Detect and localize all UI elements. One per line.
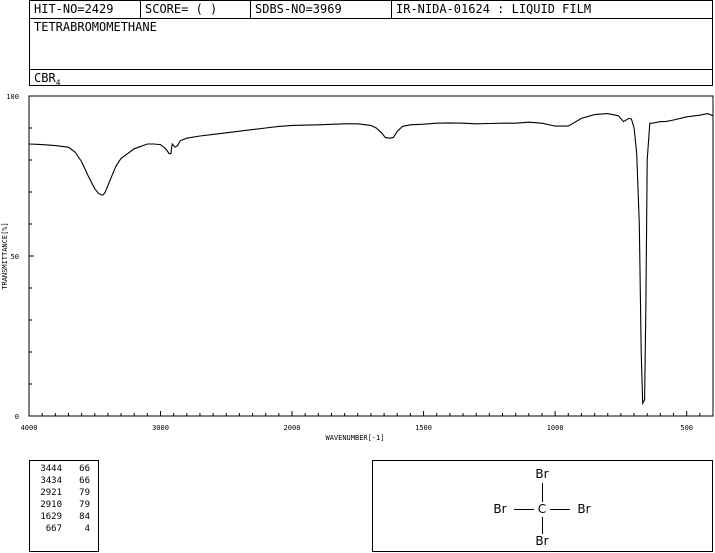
peak-table-row: 667 4 [30, 523, 92, 535]
peak-transmittance: 79 [79, 500, 90, 510]
peak-wavenumber: 667 [45, 524, 62, 534]
bond-left [514, 509, 534, 510]
peak-wavenumber: 1629 [40, 512, 62, 522]
peak-table-row: 2910 79 [30, 499, 92, 511]
x-tick-label: 4000 [21, 424, 38, 432]
peak-wavenumber: 2921 [40, 488, 62, 498]
compound-name: TETRABROMOMETHANE [34, 20, 157, 34]
atom-bromine-top: Br [535, 467, 549, 481]
y-tick-label: 0 [15, 413, 19, 421]
x-tick-label: 1500 [415, 424, 432, 432]
atom-bromine-left: Br [493, 502, 507, 516]
peak-wavenumber: 3444 [40, 464, 62, 474]
peak-table-row: 3444 66 [30, 463, 92, 475]
header-divider [250, 1, 251, 18]
molecular-formula: CBR4 [34, 71, 61, 90]
hit-number: HIT-NO=2429 [34, 2, 114, 16]
formula-subscript: 4 [55, 78, 61, 88]
peak-transmittance: 84 [79, 512, 90, 522]
peak-table: 3444 66 3434 66 2921 79 2910 79 1629 84 667 4 [29, 460, 99, 552]
peak-transmittance: 66 [79, 476, 90, 486]
bond-top [542, 483, 543, 502]
y-axis-ticks: 100 50 0 [6, 93, 34, 421]
atom-carbon-center: C [537, 502, 547, 516]
x-tick-label: 2000 [284, 424, 301, 432]
x-tick-label: 500 [680, 424, 693, 432]
header-divider [140, 1, 141, 18]
peak-table-row: 3434 66 [30, 475, 92, 487]
score: SCORE= ( ) [145, 2, 218, 16]
structure-panel: Br Br C Br Br [372, 460, 713, 552]
peak-table-row: 1629 84 [30, 511, 92, 523]
x-axis-label: WAVENUMBER[-1] [325, 434, 384, 442]
spectrum-header: HIT-NO=2429 SCORE= ( ) SDBS-NO=3969 IR-N… [29, 0, 713, 87]
y-tick-label: 50 [11, 253, 19, 261]
sdbs-number: SDBS-NO=3969 [255, 2, 342, 16]
x-tick-label: 1000 [547, 424, 564, 432]
atom-bromine-bottom: Br [535, 534, 549, 548]
peak-wavenumber: 2910 [40, 500, 62, 510]
bond-bottom [542, 517, 543, 534]
atom-bromine-right: Br [577, 502, 591, 516]
plot-frame [28, 95, 714, 417]
y-tick-label: 100 [6, 93, 19, 101]
peak-wavenumber: 3434 [40, 476, 62, 486]
formula-main: CBR [34, 71, 56, 85]
peak-transmittance: 66 [79, 464, 90, 474]
header-divider [30, 69, 712, 70]
peak-table-row: 2921 79 [30, 487, 92, 499]
bond-right [550, 509, 570, 510]
x-tick-label: 3000 [152, 424, 169, 432]
spectrum-series-line [28, 113, 714, 406]
peak-transmittance: 4 [84, 524, 90, 534]
x-axis-ticks: 4000 3000 2000 1500 1000 500 [21, 411, 714, 432]
header-divider [391, 1, 392, 18]
ir-measurement-info: IR-NIDA-01624 : LIQUID FILM [396, 2, 592, 16]
peak-transmittance: 79 [79, 488, 90, 498]
header-info-row: HIT-NO=2429 SCORE= ( ) SDBS-NO=3969 IR-N… [30, 1, 712, 19]
y-axis-label: TRANSMITTANCE[%] [1, 222, 9, 289]
